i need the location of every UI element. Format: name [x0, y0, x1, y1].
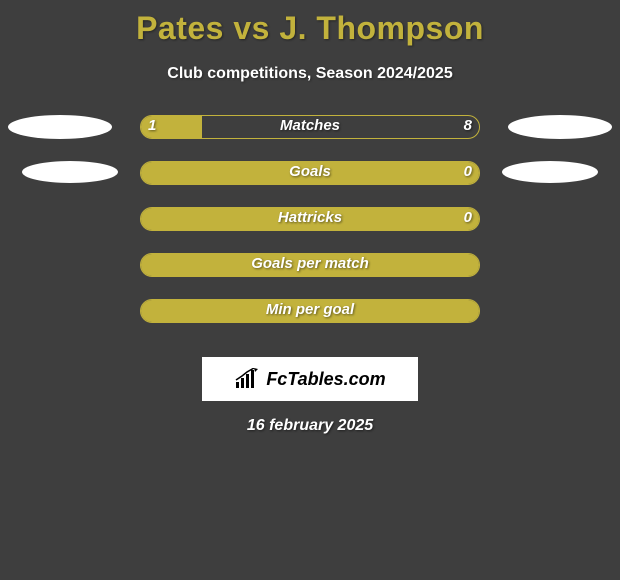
stat-row-matches: 1 Matches 8: [0, 115, 620, 161]
stat-left-value: 1: [148, 117, 156, 134]
stat-row-goals: Goals 0: [0, 161, 620, 207]
bar-container: [140, 207, 480, 231]
bar-container: [140, 115, 480, 139]
stat-row-goals-per-match: Goals per match: [0, 253, 620, 299]
bar-fill-full: [141, 300, 479, 322]
bar-container: [140, 253, 480, 277]
brand-text: FcTables.com: [266, 369, 385, 390]
stat-row-hattricks: Hattricks 0: [0, 207, 620, 253]
bar-container: [140, 161, 480, 185]
bar-container: [140, 299, 480, 323]
chart-icon: [234, 368, 260, 390]
bar-fill-full: [141, 254, 479, 276]
brand-box: FcTables.com: [202, 357, 418, 401]
stat-right-value: 0: [464, 163, 472, 180]
subtitle: Club competitions, Season 2024/2025: [0, 65, 620, 83]
stat-row-min-per-goal: Min per goal: [0, 299, 620, 345]
page-title: Pates vs J. Thompson: [0, 0, 620, 47]
stat-right-value: 0: [464, 209, 472, 226]
bar-fill-full: [141, 162, 479, 184]
page-root: Pates vs J. Thompson Club competitions, …: [0, 0, 620, 580]
bar-fill-right: [141, 208, 479, 230]
stats-area: 1 Matches 8 Goals 0 Hattricks 0: [0, 115, 620, 345]
date-line: 16 february 2025: [0, 417, 620, 435]
stat-right-value: 8: [464, 117, 472, 134]
